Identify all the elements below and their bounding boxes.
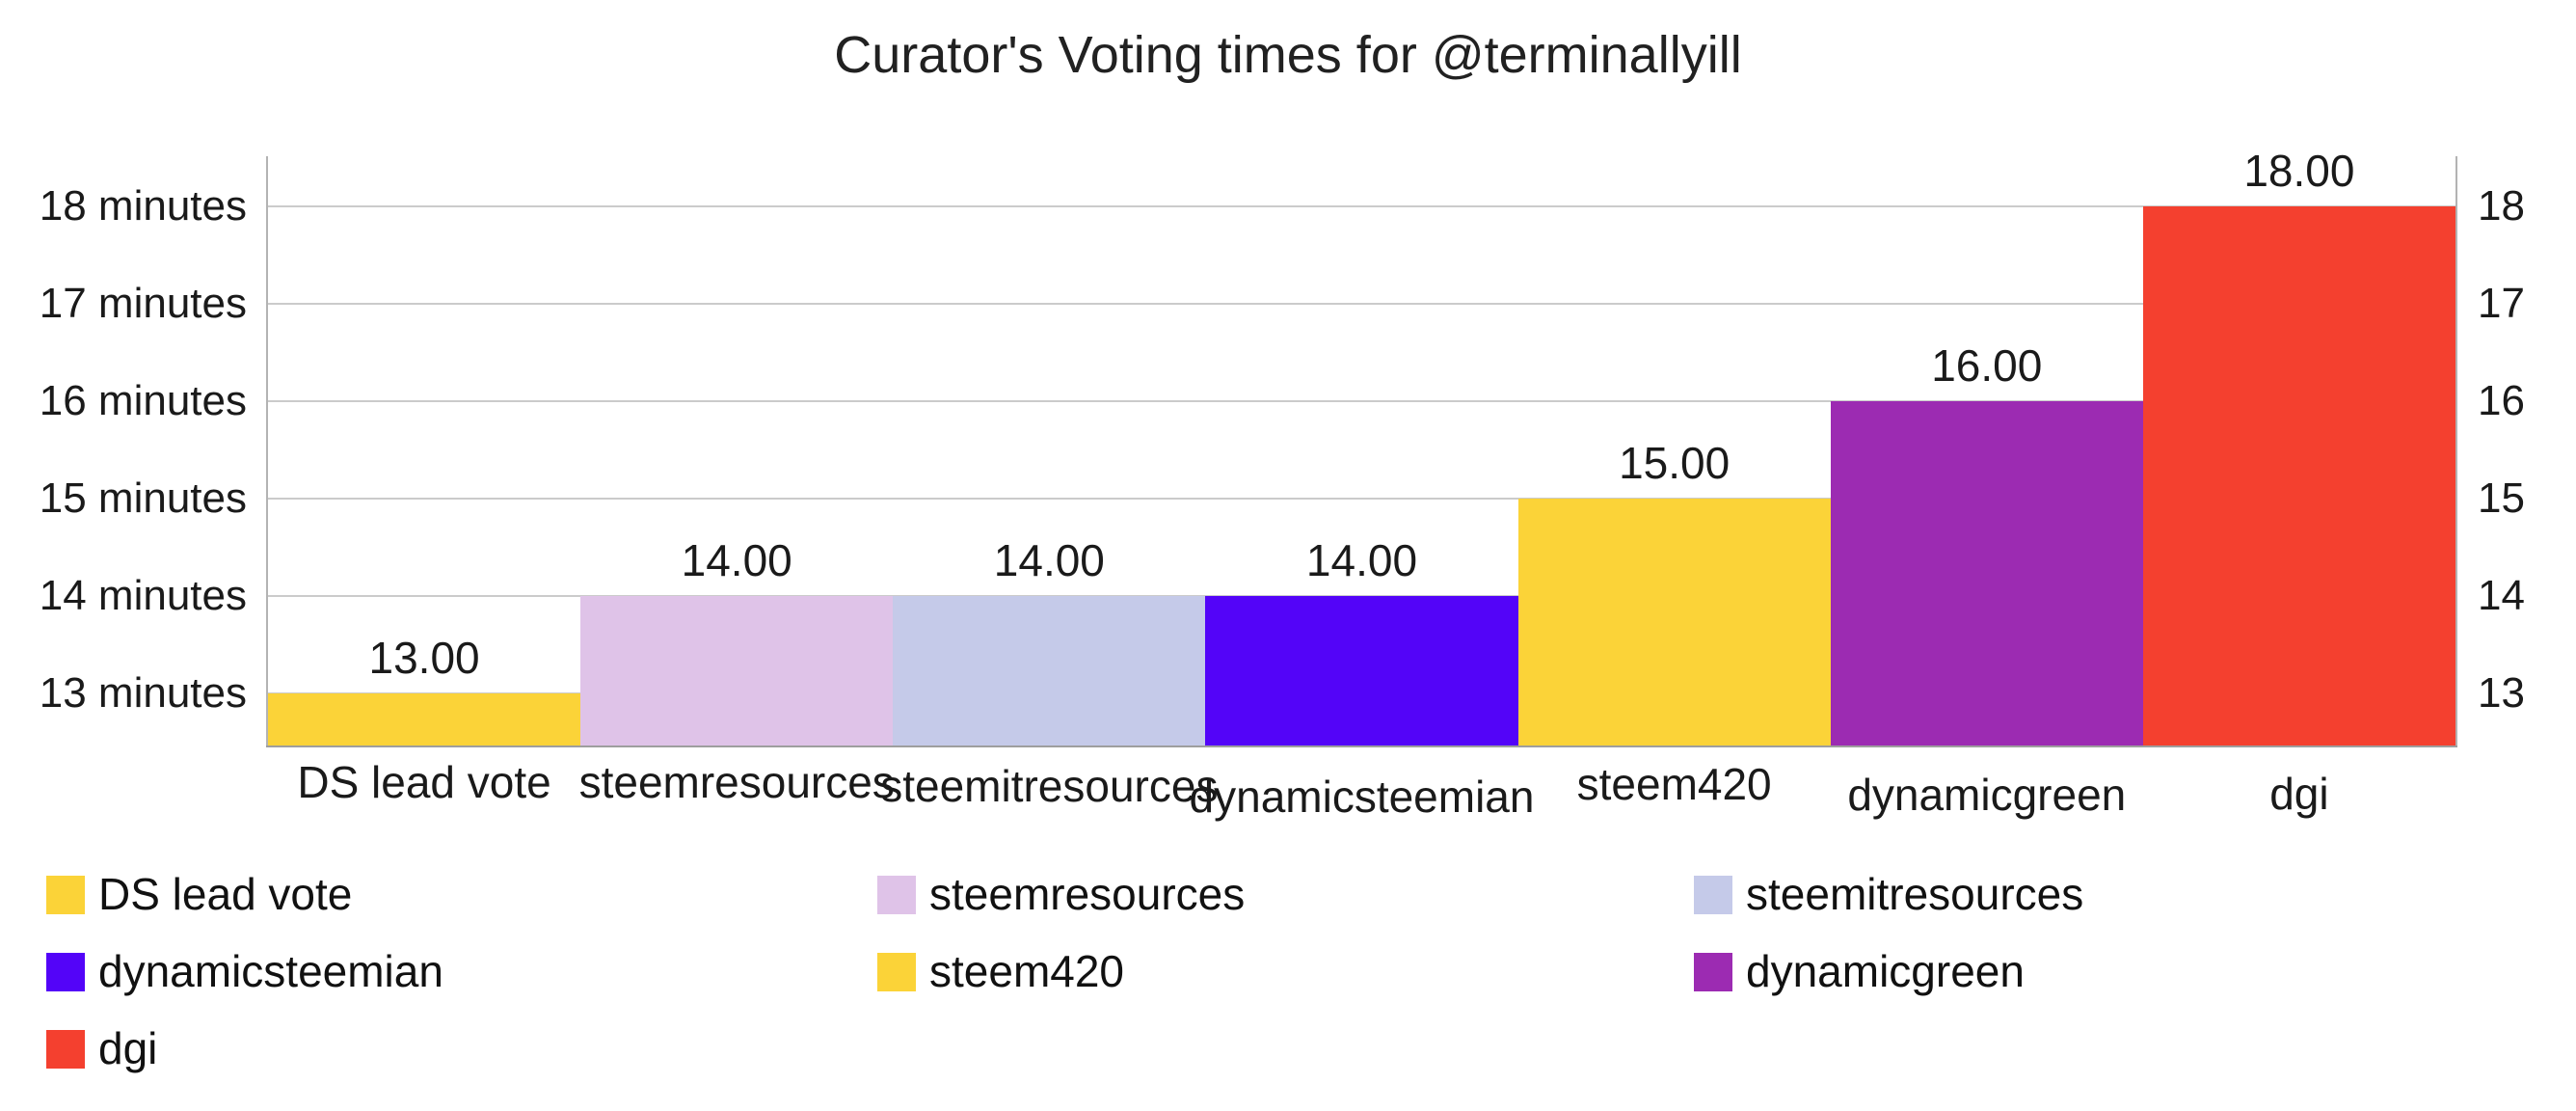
legend-item-dynamicsteemian[interactable]: dynamicsteemian [46,948,443,994]
legend-label: dgi [98,1023,158,1073]
value-label-dynamicgreen: 16.00 [1931,340,2043,391]
y-tick-left-15: 15 minutes [39,474,247,522]
legend-swatch [46,876,85,914]
y-tick-right-17: 17 [2478,280,2525,327]
legend-item-dynamicgreen[interactable]: dynamicgreen [1694,948,2025,994]
legend-item-dgi[interactable]: dgi [46,1025,157,1071]
bar-dynamicsteemian[interactable] [1205,596,1519,747]
value-label-steemitresources: 14.00 [993,535,1105,585]
legend-swatch [1694,876,1732,914]
legend-label: DS lead vote [98,869,353,919]
legend-swatch [1694,953,1732,991]
gridline-17 [268,303,2455,305]
bar-ds-lead-vote[interactable] [268,693,581,747]
x-tick-dynamicsteemian: dynamicsteemian [1189,772,1535,822]
legend-label: steem420 [929,946,1125,996]
gridline-15 [268,498,2455,500]
bar-steemresources[interactable] [580,596,895,747]
value-label-dgi: 18.00 [2243,146,2355,196]
legend-swatch [877,953,916,991]
right-axis-line [2455,156,2457,747]
y-tick-right-16: 16 [2478,377,2525,424]
gridline-18 [268,205,2455,207]
value-label-steemresources: 14.00 [681,535,792,585]
legend-label: dynamicsteemian [98,946,443,996]
value-label-dynamicsteemian: 14.00 [1305,535,1418,585]
y-tick-right-18: 18 [2478,182,2525,230]
value-label-steem420: 15.00 [1619,438,1731,488]
y-tick-left-14: 14 minutes [39,572,247,619]
baseline [266,745,2457,747]
gridline-16 [268,400,2455,402]
legend-swatch [877,876,916,914]
bar-steem420[interactable] [1517,499,1832,747]
left-axis-line [266,156,268,747]
bar-dynamicgreen[interactable] [1830,401,2144,747]
y-tick-right-14: 14 [2478,572,2525,619]
legend-label: steemresources [929,869,1246,919]
y-tick-left-16: 16 minutes [39,377,247,424]
legend-label: steemitresources [1746,869,2084,919]
legend-item-steem420[interactable]: steem420 [877,948,1124,994]
y-tick-left-18: 18 minutes [39,182,247,230]
x-tick-dgi: dgi [2269,769,2329,819]
chart-title: Curator's Voting times for @terminallyil… [834,26,1742,84]
x-tick-dynamicgreen: dynamicgreen [1847,770,2127,820]
legend-item-ds-lead-vote[interactable]: DS lead vote [46,871,352,917]
bar-steemitresources[interactable] [893,596,1207,747]
y-tick-left-17: 17 minutes [39,280,247,327]
legend-label: dynamicgreen [1746,946,2025,996]
legend-item-steemresources[interactable]: steemresources [877,871,1245,917]
legend-item-steemitresources[interactable]: steemitresources [1694,871,2083,917]
x-tick-ds-lead-vote: DS lead vote [297,757,551,807]
y-tick-left-13: 13 minutes [39,669,247,717]
bar-dgi[interactable] [2142,206,2456,747]
y-tick-right-13: 13 [2478,669,2525,717]
x-tick-steem420: steem420 [1576,759,1772,809]
legend-swatch [46,953,85,991]
legend-swatch [46,1030,85,1069]
y-tick-right-15: 15 [2478,474,2525,522]
value-label-ds-lead-vote: 13.00 [368,633,480,683]
x-tick-steemitresources: steemitresources [880,761,1219,811]
x-tick-steemresources: steemresources [578,757,895,807]
